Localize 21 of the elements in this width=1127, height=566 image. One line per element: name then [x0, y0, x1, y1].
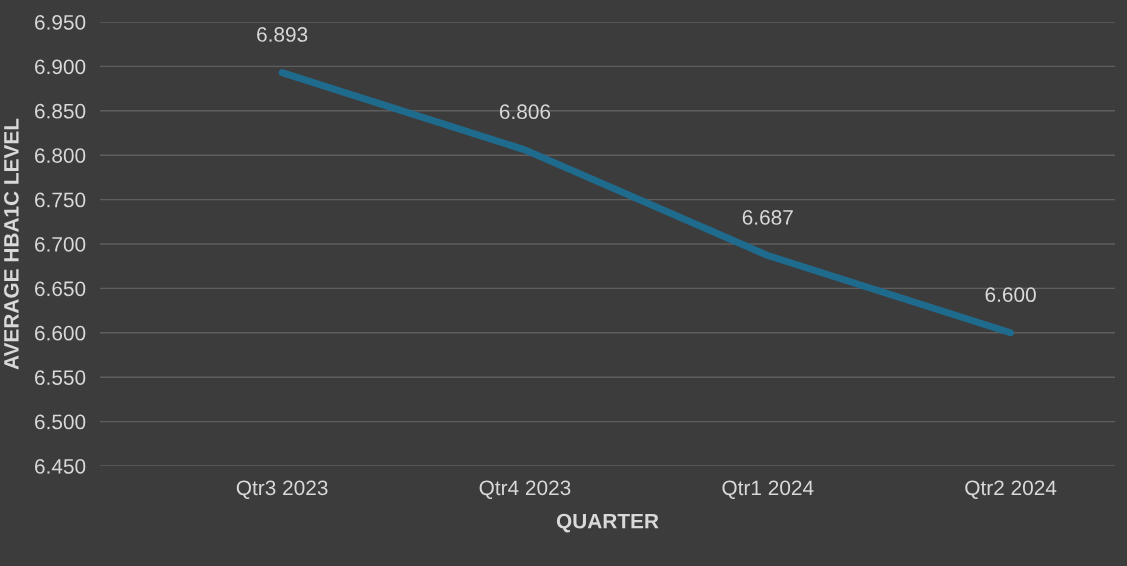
- x-tick-label: Qtr1 2024: [722, 480, 814, 499]
- data-label: 6.687: [742, 210, 793, 225]
- data-label: 6.600: [985, 287, 1036, 303]
- y-tick-label: 6.600: [35, 325, 86, 341]
- x-tick-label: Qtr3 2023: [236, 480, 328, 499]
- x-tick-label: Qtr4 2023: [479, 480, 571, 499]
- y-tick-label: 6.650: [35, 281, 86, 297]
- y-tick-label: 6.950: [35, 15, 86, 30]
- y-tick-label: 6.800: [35, 148, 86, 163]
- y-tick-label: 6.500: [35, 414, 86, 430]
- x-tick-label: Qtr2 2024: [965, 480, 1057, 499]
- y-tick-label: 6.550: [35, 370, 86, 385]
- x-axis-title: QUARTER: [556, 513, 659, 533]
- data-label: 6.806: [499, 104, 551, 120]
- y-tick-label: 6.850: [35, 103, 86, 119]
- y-tick-label: 6.450: [35, 459, 86, 474]
- data-label: 6.893: [257, 27, 308, 42]
- y-tick-label: 6.750: [35, 192, 86, 208]
- y-axis-title: AVERAGE HBA1C LEVEL: [4, 118, 19, 370]
- y-tick-label: 6.900: [35, 59, 86, 75]
- y-tick-label: 6.700: [35, 237, 86, 252]
